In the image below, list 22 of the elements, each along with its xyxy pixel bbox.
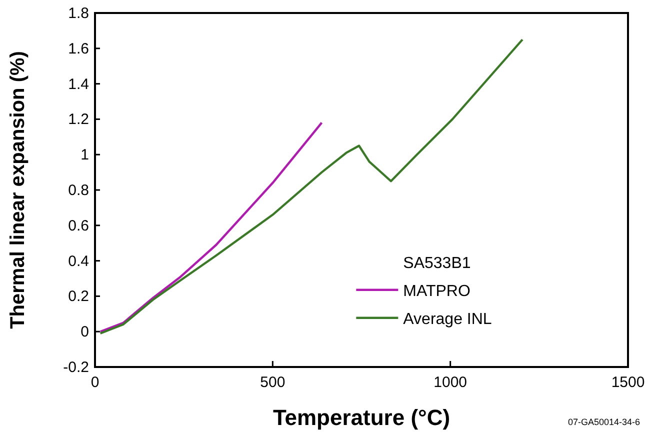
y-tick-label: 1 bbox=[80, 146, 89, 164]
y-tick-label: 0.2 bbox=[68, 288, 89, 306]
legend-label: MATPRO bbox=[403, 282, 470, 300]
y-tick-label: 1.6 bbox=[68, 40, 89, 58]
x-tick-label: 500 bbox=[260, 374, 286, 391]
y-tick-label: 0.6 bbox=[68, 217, 89, 234]
y-tick-label: -0.2 bbox=[63, 359, 89, 376]
legend-title: SA533B1 bbox=[403, 254, 471, 272]
y-tick-label: 1.8 bbox=[68, 5, 89, 22]
y-tick-label: 1.2 bbox=[68, 111, 89, 128]
y-tick-label: 0 bbox=[80, 324, 89, 341]
legend-label: Average INL bbox=[403, 310, 492, 328]
x-tick-label: 1500 bbox=[611, 374, 645, 391]
line-series bbox=[99, 38, 524, 334]
y-axis-title: Thermal linear expansion (%) bbox=[7, 51, 29, 329]
y-tick-label: 1.4 bbox=[68, 76, 89, 93]
y-tick-label: 0.4 bbox=[68, 252, 89, 270]
line-series bbox=[99, 122, 323, 333]
x-tick-label: 1000 bbox=[434, 374, 468, 391]
text: 07-GA50014-34-6 bbox=[568, 417, 640, 427]
x-axis-title: Temperature (°C) bbox=[272, 405, 450, 430]
y-tick-label: 0.8 bbox=[68, 182, 89, 199]
